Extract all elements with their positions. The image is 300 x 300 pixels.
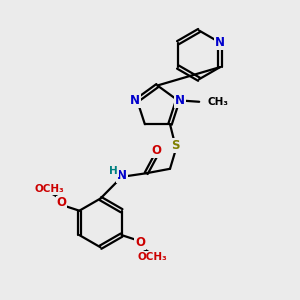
Text: OCH₃: OCH₃ xyxy=(34,184,64,194)
Text: N: N xyxy=(130,94,140,107)
Text: O: O xyxy=(56,196,67,209)
Text: H: H xyxy=(109,167,118,176)
Text: S: S xyxy=(171,139,180,152)
Text: O: O xyxy=(135,236,145,249)
Text: O: O xyxy=(152,144,162,157)
Text: N: N xyxy=(175,94,185,107)
Text: N: N xyxy=(117,169,127,182)
Text: CH₃: CH₃ xyxy=(208,97,229,107)
Text: OCH₃: OCH₃ xyxy=(137,252,167,262)
Text: N: N xyxy=(215,36,225,49)
